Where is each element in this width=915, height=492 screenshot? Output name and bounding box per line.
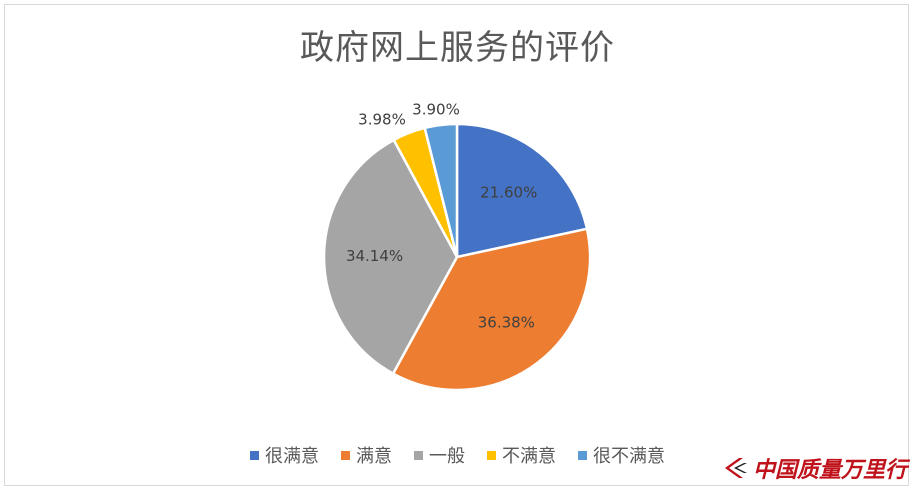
watermark-text: 中国质量万里行 [752, 457, 907, 483]
data-label-4: 3.98% [358, 111, 406, 129]
legend-label-1: 很满意 [265, 446, 319, 467]
legend-label-3: 一般 [429, 446, 465, 467]
pie-slice-5 [423, 122, 459, 258]
legend-swatch-3 [414, 450, 423, 460]
watermark: 中国质量万里行 [723, 452, 907, 484]
pie-slice-1 [455, 122, 589, 259]
legend-label-2: 满意 [356, 446, 392, 467]
data-label-5: 3.90% [412, 101, 460, 119]
watermark-logo-icon [724, 458, 747, 478]
data-label-3: 34.14% [346, 247, 403, 265]
legend-swatch-5 [578, 450, 587, 460]
chart-legend: 很满意 满意 一般 不满意 很不满意 [0, 442, 915, 468]
chart-title: 政府网上服务的评价 [300, 28, 615, 68]
legend-item-1: 很满意 [250, 442, 319, 468]
legend-swatch-1 [250, 450, 259, 460]
pie-slice-2 [391, 227, 592, 392]
legend-item-4: 不满意 [487, 442, 556, 468]
legend-label-4: 不满意 [502, 446, 556, 467]
data-label-1: 21.60% [480, 183, 537, 201]
data-label-2: 36.38% [478, 314, 535, 332]
legend-label-5: 很不满意 [593, 446, 665, 467]
legend-swatch-2 [341, 450, 350, 460]
legend-item-2: 满意 [341, 442, 392, 468]
pie-slice-3 [322, 138, 459, 376]
legend-swatch-4 [487, 450, 496, 460]
legend-item-5: 很不满意 [578, 442, 665, 468]
legend-item-3: 一般 [414, 442, 465, 468]
